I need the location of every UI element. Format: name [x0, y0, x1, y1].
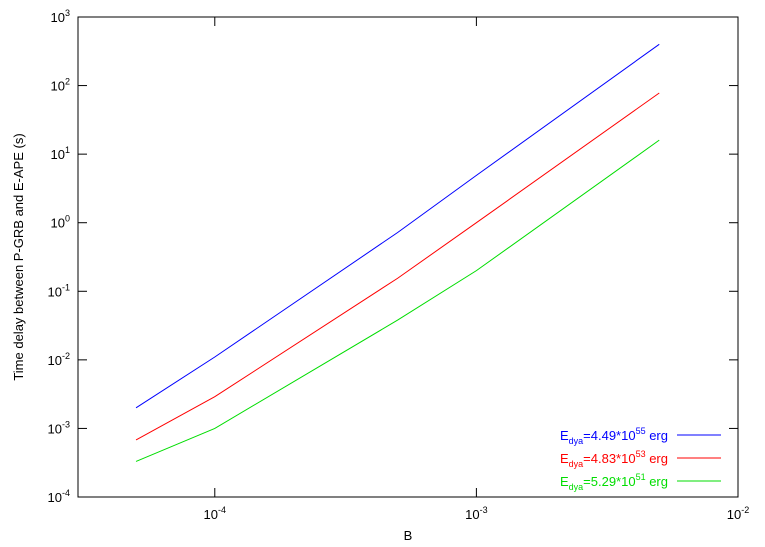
tick-base: 10 — [48, 284, 62, 299]
tick-base: 10 — [727, 507, 741, 522]
legend-sup: 53 — [636, 449, 646, 459]
tick-exp: 2 — [65, 77, 70, 87]
y-tick-label: 100 — [51, 214, 70, 231]
tick-base: 10 — [48, 490, 62, 505]
plot-frame — [77, 16, 739, 498]
x-tick-label: 10-2 — [727, 505, 749, 522]
tick-exp: -1 — [62, 282, 70, 292]
tick-exp: 0 — [65, 214, 70, 224]
legend-unit: erg — [646, 451, 668, 466]
tick-exp: -4 — [218, 505, 226, 515]
legend-sub: dya — [569, 436, 584, 446]
tick-base: 10 — [51, 10, 65, 25]
tick-base: 10 — [51, 79, 65, 94]
y-tick-label: 10-2 — [48, 351, 70, 368]
tick-exp: -3 — [480, 505, 488, 515]
tick-exp: -2 — [62, 351, 70, 361]
tick-base: 10 — [204, 507, 218, 522]
series-line — [135, 43, 660, 409]
y-tick-label: 10-4 — [48, 488, 70, 505]
y-tick-label: 10-3 — [48, 419, 70, 436]
tick-exp: -3 — [62, 419, 70, 429]
x-tick-label: 10-3 — [465, 505, 487, 522]
x-tick-label: 10-4 — [204, 505, 226, 522]
legend-base: E — [560, 428, 569, 443]
tick-exp: -4 — [62, 488, 70, 498]
series-line — [135, 92, 660, 441]
legend-sub: dya — [569, 459, 584, 469]
y-axis-label: Time delay between P-GRB and E-APE (s) — [11, 133, 26, 380]
legend-unit: erg — [646, 428, 668, 443]
y-tick-label: 103 — [51, 8, 70, 25]
tick-base: 10 — [48, 421, 62, 436]
tick-exp: 1 — [65, 145, 70, 155]
legend-label: Edya=5.29*1051 erg — [560, 472, 668, 492]
legend-base: E — [560, 474, 569, 489]
y-tick-label: 102 — [51, 77, 70, 94]
legend-label: Edya=4.83*1053 erg — [560, 449, 668, 469]
series-line — [135, 139, 660, 462]
tick-exp: -2 — [741, 505, 749, 515]
legend-sub: dya — [569, 482, 584, 492]
legend-sup: 51 — [636, 472, 646, 482]
tick-base: 10 — [51, 147, 65, 162]
y-tick-label: 101 — [51, 145, 70, 162]
legend-label: Edya=4.49*1055 erg — [560, 426, 668, 446]
tick-base: 10 — [48, 353, 62, 368]
legend-mid: =5.29*10 — [583, 474, 635, 489]
tick-exp: 3 — [65, 8, 70, 18]
legend-sup: 55 — [636, 426, 646, 436]
legend-base: E — [560, 451, 569, 466]
y-tick-label: 10-1 — [48, 282, 70, 299]
legend-mid: =4.49*10 — [583, 428, 635, 443]
tick-base: 10 — [51, 216, 65, 231]
tick-base: 10 — [465, 507, 479, 522]
legend-unit: erg — [646, 474, 668, 489]
legend-mid: =4.83*10 — [583, 451, 635, 466]
x-axis-label: B — [404, 528, 413, 543]
